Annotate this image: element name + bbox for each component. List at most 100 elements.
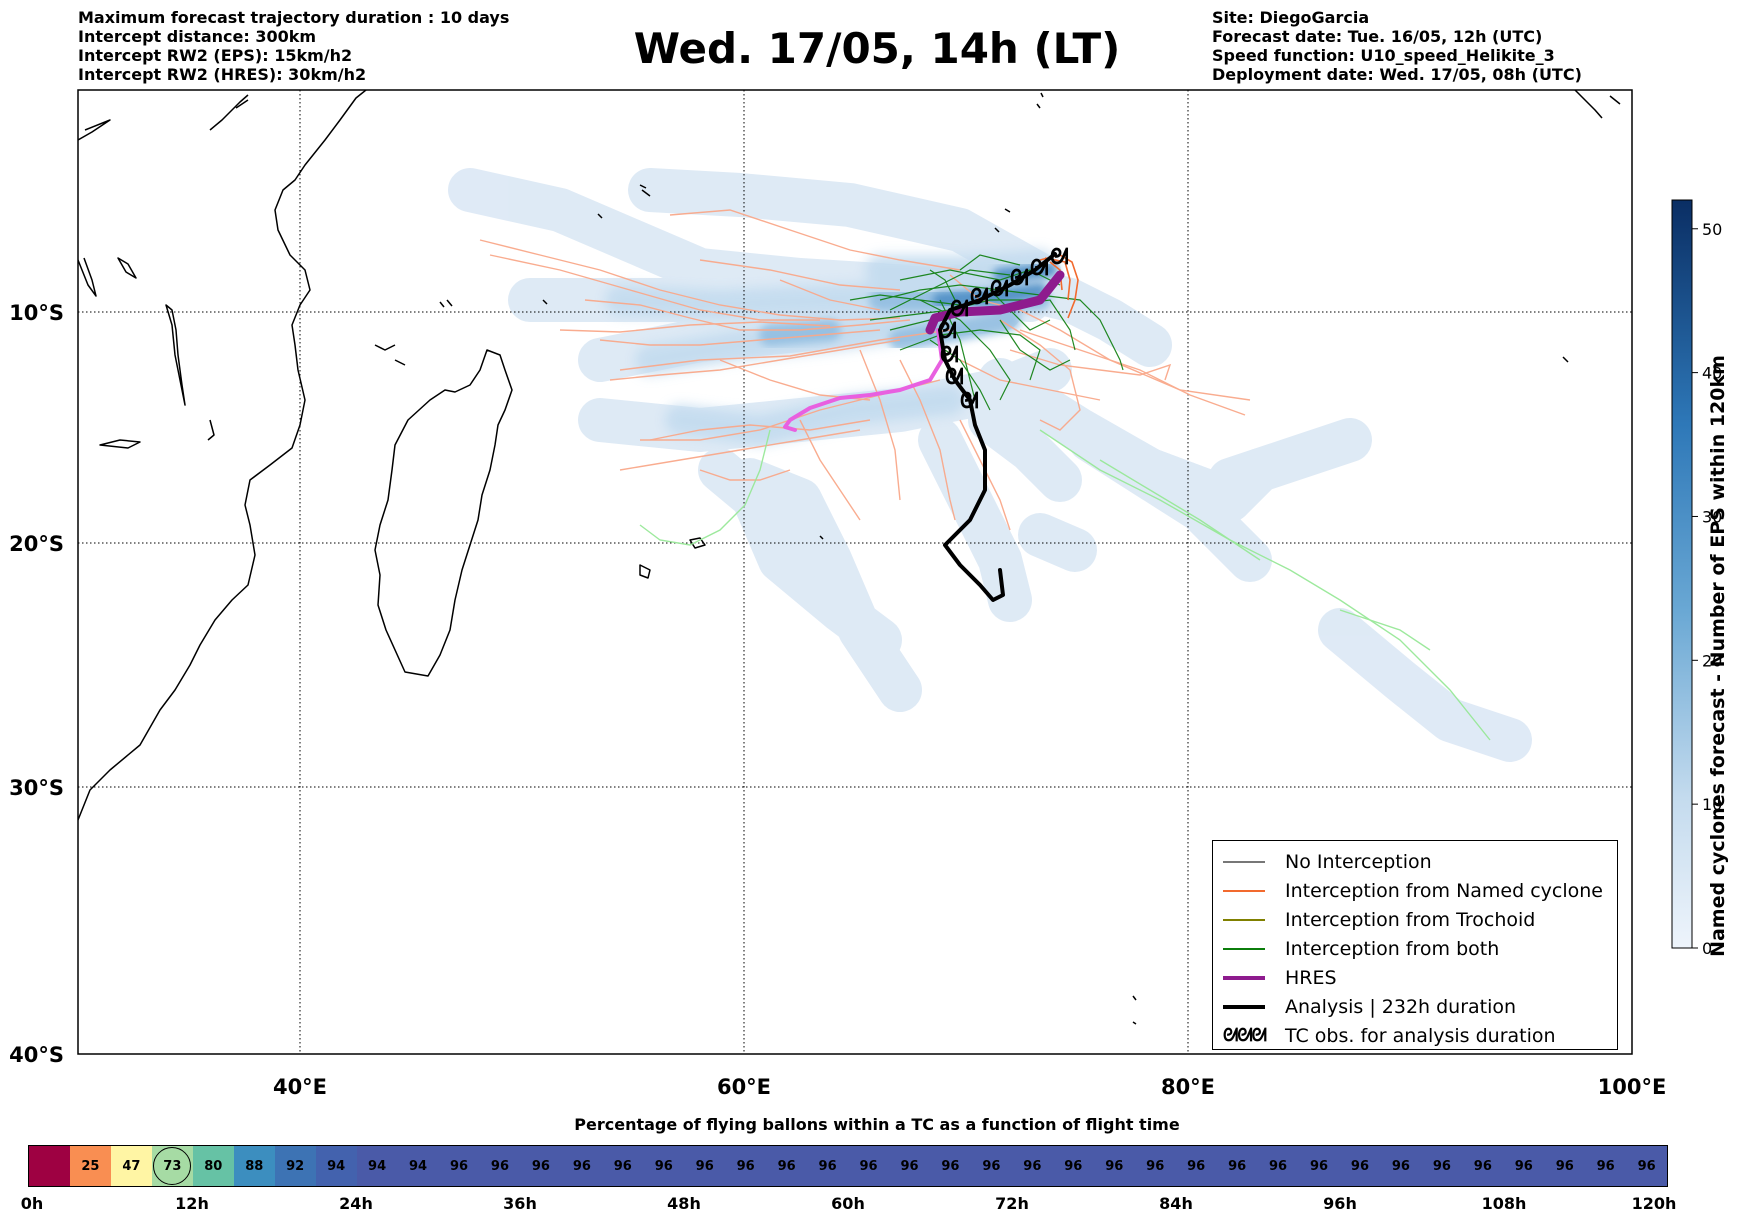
legend-item-named-cyclone: Interception from Named cyclone	[1223, 878, 1613, 904]
tc-obs-marker: ᘛ	[990, 277, 1009, 302]
timebar-value: 96	[1064, 1158, 1083, 1174]
lat-tick-label: 40°S	[9, 1043, 64, 1067]
map-legend: No Interception Interception from Named …	[1212, 840, 1618, 1050]
tc-obs-marker: ᘛ	[938, 319, 957, 344]
lon-tick-label: 80°E	[1161, 1075, 1215, 1099]
timebar-cell: 96	[1175, 1146, 1217, 1186]
timebar-value: 96	[900, 1158, 919, 1174]
tc-obs-marker: ᘛ	[1030, 256, 1049, 281]
timebar-value: 96	[1228, 1158, 1247, 1174]
timebar-cell: 96	[970, 1146, 1012, 1186]
timebar-value: 94	[327, 1158, 346, 1174]
timebar-value: 25	[81, 1158, 100, 1174]
tc-obs-marker: ᘛ	[950, 297, 969, 322]
timebar-value: 96	[654, 1158, 673, 1174]
header-left-line: Intercept RW2 (EPS): 15km/h2	[78, 46, 353, 65]
legend-swatch	[1223, 976, 1265, 980]
lat-tick-label: 20°S	[9, 532, 64, 556]
timebar-cell: 96	[1462, 1146, 1504, 1186]
timebar-value: 47	[122, 1158, 141, 1174]
legend-item-trochoid: Interception from Trochoid	[1223, 907, 1613, 933]
coastline	[78, 90, 1621, 1025]
timebar-cell: 96	[479, 1146, 521, 1186]
colorbar-tick-label: 30	[1702, 507, 1722, 526]
timebar-tick-label: 120h	[1631, 1194, 1677, 1213]
timebar-value: 96	[1146, 1158, 1165, 1174]
timebar-value: 94	[368, 1158, 387, 1174]
header-right-info: Site: DiegoGarcia Forecast date: Tue. 16…	[1212, 8, 1582, 84]
colorbar-tick-label: 10	[1702, 795, 1722, 814]
timebar-value: 96	[1187, 1158, 1206, 1174]
hres-track	[783, 270, 1065, 432]
timebar-cell: 96	[561, 1146, 603, 1186]
lon-tick-label: 100°E	[1598, 1075, 1667, 1099]
legend-swatch	[1223, 948, 1265, 950]
timebar-cell: 96	[520, 1146, 562, 1186]
timebar-highlight-ring	[153, 1147, 192, 1185]
timebar-value: 96	[1637, 1158, 1656, 1174]
tc-obs-marker: ᘛ	[940, 343, 959, 368]
colorbar-tick-label: 50	[1702, 220, 1722, 239]
timebar-cell: 94	[397, 1146, 439, 1186]
timebar-cell: 96	[1585, 1146, 1627, 1186]
legend-label: Analysis | 232h duration	[1285, 996, 1517, 1018]
timebar-tick-label: 84h	[1159, 1194, 1193, 1213]
timebar-cell: 96	[1544, 1146, 1586, 1186]
header-right-line: Deployment date: Wed. 17/05, 08h (UTC)	[1212, 65, 1582, 84]
timebar-value: 80	[204, 1158, 223, 1174]
header-right-line: Forecast date: Tue. 16/05, 12h (UTC)	[1212, 27, 1543, 46]
timebar-value: 96	[1391, 1158, 1410, 1174]
timebar-tick-label: 0h	[20, 1194, 44, 1213]
colorbar-label: Named cyclones forecast - Number of EPS …	[1707, 355, 1729, 957]
timebar-cell: 96	[602, 1146, 644, 1186]
timebar-value: 88	[245, 1158, 264, 1174]
timebar-cell: 25	[69, 1146, 111, 1186]
timebar-value: 96	[613, 1158, 632, 1174]
lat-tick-label: 10°S	[9, 301, 64, 325]
timebar-value: 96	[1432, 1158, 1451, 1174]
tc-obs-legend-icon: ᘛᘛᘛ	[1223, 1025, 1267, 1046]
lon-tick-label: 40°E	[273, 1075, 327, 1099]
colorbar-gradient	[1671, 199, 1693, 949]
dense-named-cyclone-trajectories	[1039, 254, 1079, 319]
eps-density-field	[448, 168, 1532, 762]
legend-item-no-interception: No Interception	[1223, 849, 1613, 875]
timebar-cell: 94	[356, 1146, 398, 1186]
legend-label: Interception from both	[1285, 938, 1500, 960]
timebar-cell: 96	[1216, 1146, 1258, 1186]
lon-tick-label: 60°E	[717, 1075, 771, 1099]
timebar-cell: 96	[889, 1146, 930, 1186]
tc-obs-marker: ᘛ	[1010, 266, 1029, 291]
tc-obs-marker: ᘛ	[970, 285, 989, 310]
timebar-value: 96	[531, 1158, 550, 1174]
light-named-cyclone-trajectories	[479, 209, 1251, 531]
timebar-value: 96	[1473, 1158, 1492, 1174]
timebar-cell: 96	[1093, 1146, 1135, 1186]
timebar-tick-label: 12h	[175, 1194, 209, 1213]
timebar-value: 96	[982, 1158, 1001, 1174]
timebar-tick-label: 48h	[667, 1194, 701, 1213]
timebar-cell	[29, 1146, 70, 1186]
header-left-line: Intercept RW2 (HRES): 30km/h2	[78, 65, 367, 84]
tc-obs-marker: ᘛ	[945, 365, 964, 390]
timebar-tick-label: 108h	[1481, 1194, 1527, 1213]
header-left-line: Maximum forecast trajectory duration : 1…	[78, 8, 510, 27]
analysis-track	[938, 252, 1057, 602]
timebar-cell: 96	[807, 1146, 849, 1186]
timebar-cell: 96	[1380, 1146, 1422, 1186]
timebar-value: 96	[490, 1158, 509, 1174]
colorbar: 0 10 20 30 40 50	[1671, 199, 1722, 958]
timebar-value: 96	[1350, 1158, 1370, 1174]
timebar-cell: 96	[1011, 1146, 1053, 1186]
timebar-value: 96	[818, 1158, 837, 1174]
timebar-cell: 96	[1134, 1146, 1176, 1186]
legend-item-analysis: Analysis | 232h duration	[1223, 994, 1613, 1020]
legend-swatch	[1223, 890, 1265, 892]
timebar: 25 47 73 80 88 92 94 94 94 96 96 96 96 96 96 96 96 96 96 96…	[28, 1145, 1668, 1187]
timebar-value: 96	[1105, 1158, 1124, 1174]
timebar-tick-label: 96h	[1323, 1194, 1357, 1213]
timebar-value: 96	[1555, 1158, 1574, 1174]
timebar-value: 96	[695, 1158, 714, 1174]
timebar-value: 96	[941, 1158, 960, 1174]
